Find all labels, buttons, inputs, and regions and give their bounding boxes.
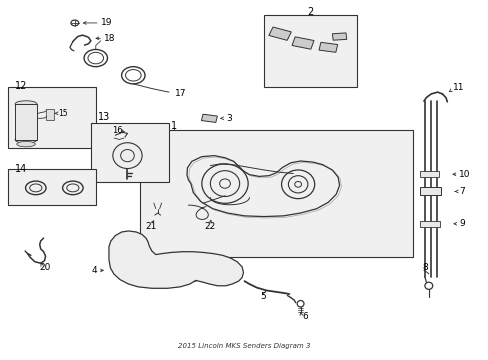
Bar	[140, 130, 412, 257]
Text: 4: 4	[91, 266, 97, 275]
Bar	[419, 221, 439, 227]
Polygon shape	[268, 27, 291, 40]
Bar	[15, 104, 37, 140]
Bar	[46, 109, 54, 120]
Text: 10: 10	[458, 170, 469, 179]
Text: 21: 21	[145, 222, 156, 231]
Text: 16: 16	[112, 126, 122, 135]
Bar	[198, 202, 204, 206]
Text: 22: 22	[204, 222, 216, 231]
Bar	[91, 123, 168, 182]
Bar	[419, 171, 438, 177]
Text: 14: 14	[15, 163, 27, 174]
Ellipse shape	[15, 101, 37, 107]
Polygon shape	[291, 37, 313, 49]
Text: 20: 20	[39, 264, 50, 273]
Text: 9: 9	[458, 219, 464, 228]
Text: 18: 18	[104, 34, 115, 43]
Text: 15: 15	[58, 109, 68, 118]
Text: 1: 1	[170, 121, 177, 131]
Bar	[8, 87, 96, 148]
Text: 6: 6	[302, 312, 307, 321]
Text: 11: 11	[452, 83, 464, 92]
Bar	[419, 187, 441, 195]
Text: 12: 12	[15, 81, 28, 91]
Ellipse shape	[15, 136, 37, 143]
Text: 3: 3	[225, 114, 231, 123]
Ellipse shape	[17, 141, 35, 147]
Bar	[8, 169, 96, 205]
Polygon shape	[109, 231, 243, 288]
Text: 7: 7	[458, 187, 464, 196]
Polygon shape	[332, 33, 346, 40]
Text: 2: 2	[306, 7, 313, 17]
Text: 19: 19	[101, 18, 112, 27]
Text: 17: 17	[175, 89, 186, 98]
Text: 5: 5	[260, 292, 265, 301]
Bar	[264, 15, 356, 87]
Text: 8: 8	[421, 264, 427, 273]
Text: 2015 Lincoln MKS Senders Diagram 3: 2015 Lincoln MKS Senders Diagram 3	[178, 343, 310, 349]
Polygon shape	[318, 42, 337, 52]
Polygon shape	[201, 114, 217, 122]
Ellipse shape	[113, 143, 142, 168]
Text: 13: 13	[98, 112, 110, 122]
